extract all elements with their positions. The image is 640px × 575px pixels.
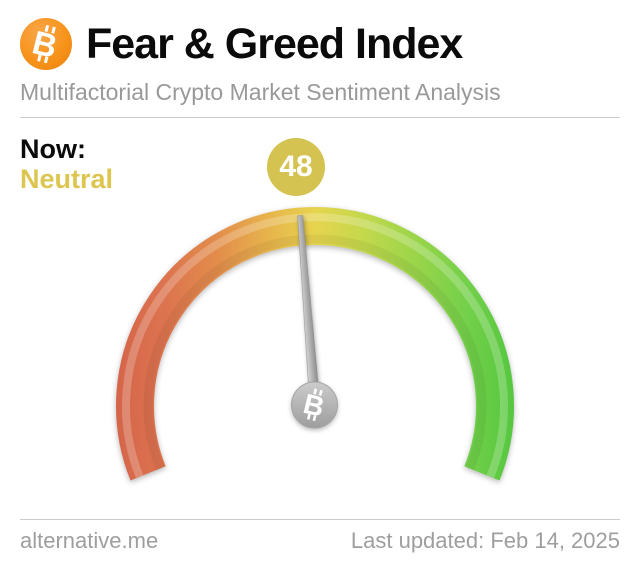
gauge-pivot-coin: B	[291, 381, 338, 429]
value-badge: 48	[267, 138, 325, 196]
bitcoin-logo-icon: B	[20, 18, 72, 70]
now-label: Now:	[20, 134, 86, 164]
site-link[interactable]: alternative.me	[20, 528, 159, 553]
gauge-arc	[116, 207, 514, 481]
now-classification: Neutral	[20, 164, 114, 194]
footer-divider	[20, 519, 620, 520]
gauge-arc-inner-shade	[143, 234, 487, 471]
value-badge-number: 48	[279, 150, 313, 183]
page-title: Fear & Greed Index	[86, 20, 463, 68]
last-updated-text: Last updated: Feb 14, 2025	[350, 528, 620, 553]
header-divider	[20, 117, 620, 118]
subtitle: Multifactorial Crypto Market Sentiment A…	[20, 79, 501, 105]
bitcoin-logo-circle	[20, 18, 72, 70]
gauge-arc-gloss	[122, 213, 508, 479]
